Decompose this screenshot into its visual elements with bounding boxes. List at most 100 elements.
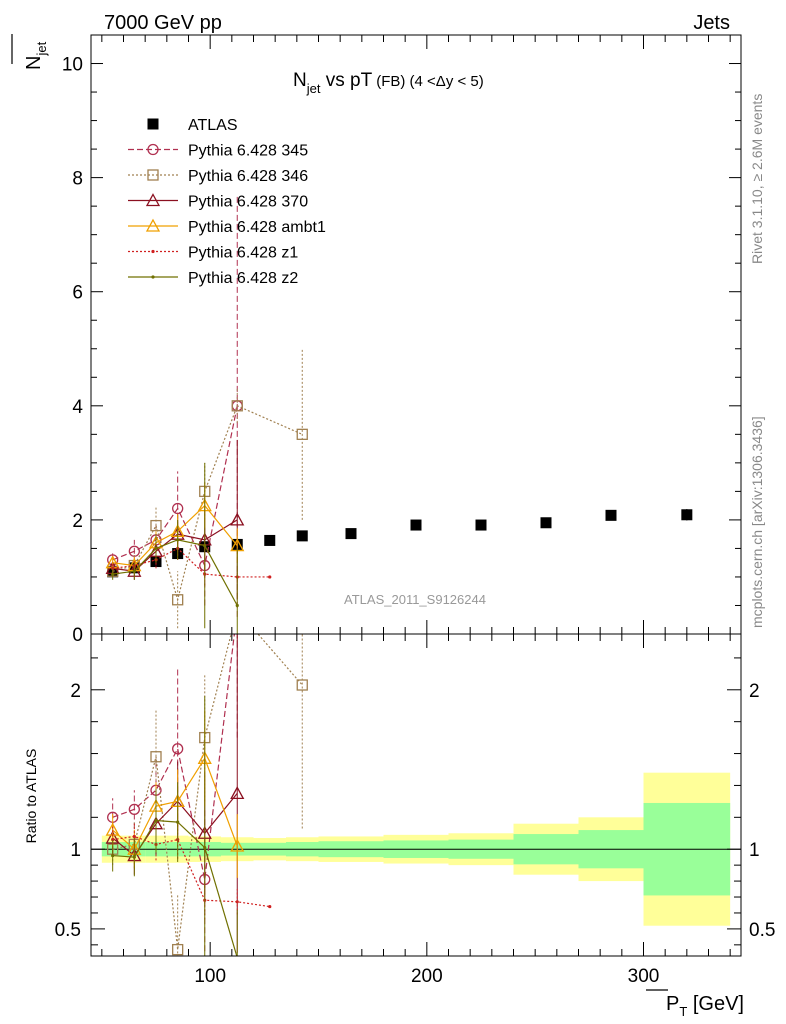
- legend-label: Pythia 6.428 z2: [188, 270, 298, 287]
- data-point: [147, 169, 159, 181]
- legend-entry: Pythia 6.428 z2: [128, 270, 298, 287]
- header-left: 7000 GeV pp: [104, 12, 222, 34]
- data-point: [111, 572, 115, 576]
- data-point: [231, 400, 243, 412]
- main-series: [105, 194, 693, 634]
- legend-label: Pythia 6.428 ambt1: [188, 219, 326, 236]
- data-point: [128, 803, 140, 815]
- ratio-y-tick-label-right: 2: [749, 681, 760, 702]
- data-point: [681, 509, 693, 521]
- legend-entry: Pythia 6.428 370: [128, 193, 308, 211]
- data-point: [172, 502, 184, 515]
- svg-text:Njet: Njet: [23, 41, 49, 70]
- legend-entry: Pythia 6.428 346: [128, 168, 308, 185]
- data-point: [235, 603, 239, 608]
- xlabel-unit: [GeV]: [687, 993, 744, 1015]
- legend-entry: Pythia 6.428 ambt1: [128, 218, 326, 236]
- data-point: [268, 904, 272, 909]
- rivet-label: Rivet 3.1.10, ≥ 2.6M events: [749, 94, 765, 264]
- data-point: [605, 509, 617, 521]
- title-rest: vs pT: [320, 70, 372, 91]
- data-point: [147, 118, 159, 130]
- series-pythia-6-428-346: [107, 634, 308, 956]
- data-point: [154, 546, 158, 551]
- data-point: [176, 820, 180, 824]
- data-point: [154, 818, 158, 823]
- data-point: [150, 751, 162, 763]
- title-main: N: [293, 70, 307, 91]
- ratio-y-tick-label-left: 2: [70, 681, 81, 702]
- legend-label: Pythia 6.428 370: [188, 194, 308, 211]
- data-point: [230, 786, 245, 800]
- header-right: Jets: [693, 12, 730, 34]
- data-point: [172, 594, 184, 606]
- data-point: [132, 855, 136, 859]
- y-tick-label: 2: [72, 511, 83, 532]
- ratio-ylabel: Ratio to ATLAS: [23, 749, 39, 844]
- data-point: [203, 846, 207, 850]
- series-pythia-6-428-ambt1: [105, 482, 245, 575]
- data-point: [176, 538, 180, 542]
- series-line: [112, 405, 238, 568]
- xlabel-sub: T: [679, 1004, 687, 1019]
- data-point: [172, 943, 184, 956]
- legend-entry: Pythia 6.428 z1: [128, 245, 298, 262]
- data-point: [230, 512, 245, 526]
- xlabel: PT [GeV]: [666, 993, 744, 1019]
- ratio-y-tick-label-right: 0.5: [749, 920, 775, 941]
- legend-entry: ATLAS: [147, 117, 238, 134]
- data-point: [410, 519, 422, 531]
- data-point: [296, 679, 308, 691]
- data-point: [475, 519, 487, 531]
- series-line: [112, 634, 303, 950]
- data-point: [150, 519, 162, 532]
- data-point: [145, 218, 161, 232]
- series-line: [112, 634, 235, 880]
- watermark: ATLAS_2011_S9126244: [344, 592, 486, 607]
- data-point: [151, 275, 155, 279]
- data-point: [203, 543, 207, 548]
- legend: ATLAS Pythia 6.428 345 Pythia 6.428 346 Pyt…: [128, 117, 326, 287]
- legend-label: Pythia 6.428 346: [188, 168, 308, 185]
- data-point: [132, 834, 136, 839]
- series-pythia-6-428-346: [107, 348, 308, 629]
- data-point: [296, 530, 308, 542]
- main-ylabel: Njet: [23, 41, 49, 70]
- ratio-y-tick-label-left: 0.5: [55, 920, 81, 941]
- y-tick-label: 6: [72, 283, 83, 304]
- series-line: [112, 539, 238, 606]
- legend-label: Pythia 6.428 345: [188, 143, 308, 160]
- data-point: [230, 838, 245, 852]
- data-point: [111, 853, 115, 858]
- series-line: [112, 793, 238, 857]
- legend-label: ATLAS: [188, 117, 238, 134]
- data-point: [145, 193, 161, 207]
- data-point: [345, 528, 357, 540]
- y-tick-label: 10: [62, 55, 83, 76]
- data-point: [264, 534, 276, 546]
- title-sub: jet: [306, 81, 321, 96]
- ratio-y-tick-label-left: 1: [70, 840, 81, 861]
- data-point: [296, 428, 308, 440]
- axes: 0 2 4 6 8 10 100 200 300 0.5 0.5 1 1 2 2: [55, 34, 775, 987]
- main-title: Njet vs pT (FB) (4 <Δy < 5): [293, 70, 484, 96]
- data-point: [132, 569, 136, 573]
- x-tick-label: 300: [628, 966, 660, 987]
- ylabel-sub: jet: [34, 41, 49, 56]
- ylabel-main: N: [23, 56, 45, 70]
- series-line: [112, 756, 238, 851]
- data-point: [147, 143, 159, 156]
- data-point: [172, 743, 184, 755]
- series-line: [112, 819, 238, 956]
- data-point: [540, 517, 552, 529]
- x-tick-label: 200: [411, 966, 443, 987]
- series-pythia-6-428-z2: [111, 696, 238, 956]
- y-tick-label: 0: [72, 625, 83, 646]
- data-point: [268, 575, 272, 579]
- y-tick-label: 8: [72, 169, 83, 190]
- uncertainty-bands: [91, 772, 741, 926]
- y-tick-label: 4: [72, 397, 83, 418]
- ratio-frame: [90, 633, 742, 957]
- ratio-y-tick-label-right: 1: [749, 840, 760, 861]
- legend-label: Pythia 6.428 z1: [188, 245, 298, 262]
